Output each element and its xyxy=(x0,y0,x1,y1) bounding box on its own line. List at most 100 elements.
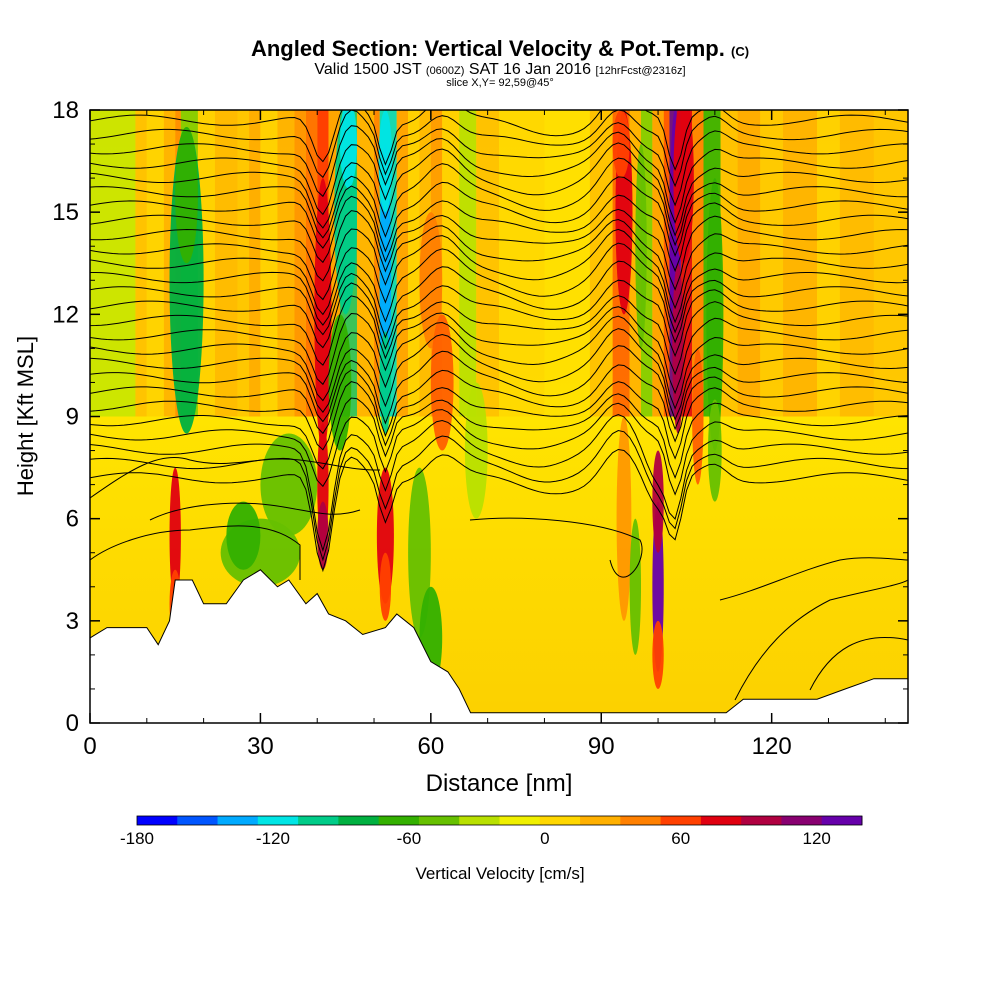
theta-contour-line xyxy=(90,131,908,224)
theta-contour-line xyxy=(90,525,301,580)
colorbar-swatch xyxy=(459,816,500,825)
chart-title-units: (C) xyxy=(731,44,750,59)
theta-contour-line xyxy=(90,414,908,553)
theta-contour-line xyxy=(90,393,908,479)
colorbar-swatch xyxy=(378,816,420,825)
velocity-cell xyxy=(616,416,632,621)
upper-velocity-band xyxy=(589,110,613,417)
chart-title-main: Angled Section: Vertical Velocity & Pot.… xyxy=(250,36,725,61)
upper-velocity-band xyxy=(408,110,420,417)
theta-contour-line xyxy=(90,456,381,499)
x-axis-label: Distance [nm] xyxy=(426,770,573,797)
upper-velocity-band xyxy=(146,110,164,417)
velocity-cell xyxy=(692,348,704,485)
colorbar-swatch xyxy=(418,816,460,825)
upper-velocity-band xyxy=(641,110,653,417)
velocity-cell xyxy=(317,501,329,570)
theta-contour-line xyxy=(90,122,908,207)
y-tick-label: 9 xyxy=(66,404,79,431)
upper-velocity-band xyxy=(652,110,664,417)
theta-contour-line xyxy=(90,157,908,247)
colorbar-swatch xyxy=(177,816,219,825)
colorbar-swatch xyxy=(660,816,702,825)
colorbar-swatch xyxy=(580,816,621,825)
upper-velocity-band xyxy=(214,110,238,417)
theta-contour-line xyxy=(90,402,908,496)
theta-contour-line xyxy=(469,517,643,578)
velocity-cell xyxy=(652,620,664,689)
y-tick-label: 0 xyxy=(66,710,79,737)
colorbar-swatch xyxy=(137,816,178,825)
colorbar-tick-label: -60 xyxy=(397,829,422,848)
upper-velocity-band xyxy=(260,110,278,417)
velocity-cell xyxy=(226,501,261,570)
colorbar-swatch xyxy=(620,816,662,825)
theta-contour-line xyxy=(90,429,908,562)
theta-contour-line xyxy=(734,579,908,701)
valid-date: SAT 16 Jan 2016 xyxy=(468,61,592,78)
colorbar-swatch xyxy=(741,816,782,825)
upper-velocity-band xyxy=(163,110,176,417)
theta-contour-line xyxy=(90,176,908,257)
colorbar-swatch xyxy=(781,816,823,825)
y-axis-label: Height [Kft MSL] xyxy=(13,336,38,496)
upper-velocity-band xyxy=(396,110,409,417)
upper-velocity-band xyxy=(249,110,261,417)
velocity-cell xyxy=(175,127,198,264)
theta-contour-line xyxy=(90,306,908,395)
y-tick-label: 15 xyxy=(52,199,79,226)
theta-contour-line xyxy=(90,260,908,344)
theta-contour-line xyxy=(90,279,908,358)
colorbar-frame xyxy=(136,815,863,826)
valid-time: Valid 1500 JST xyxy=(314,61,422,78)
theta-contour-line xyxy=(90,228,908,324)
theta-contour-line xyxy=(809,636,908,691)
upper-velocity-band xyxy=(328,110,340,417)
upper-velocity-band xyxy=(839,110,874,417)
theta-contour-line xyxy=(90,295,908,376)
colorbar-swatch xyxy=(539,816,581,825)
chart-subtitle: Valid 1500 JST (0600Z) SAT 16 Jan 2016 [… xyxy=(0,61,1000,79)
colorbar-tick-label: -180 xyxy=(120,829,154,848)
colorbar-tick-label: 0 xyxy=(540,829,549,848)
upper-velocity-band xyxy=(737,110,761,417)
axes: 0 30 60 90 120 0 3 6 9 12 15 18 xyxy=(52,97,908,760)
velocity-cell xyxy=(464,382,488,519)
theta-contour-line xyxy=(90,364,908,443)
velocity-cell xyxy=(629,518,642,655)
slice-info: slice X,Y= 92,59@45° xyxy=(446,77,554,89)
x-tick-label: 30 xyxy=(247,733,274,760)
velocity-cell xyxy=(708,399,722,502)
theta-contour-line xyxy=(90,242,908,334)
upper-velocity-band xyxy=(374,110,380,417)
terrain xyxy=(90,569,908,723)
velocity-cell xyxy=(328,314,352,451)
velocity-cell xyxy=(419,212,443,349)
colorbar-swatch xyxy=(217,816,259,825)
theta-contours xyxy=(90,110,908,701)
terrain-fill xyxy=(90,569,908,723)
upper-velocity-band xyxy=(629,110,642,417)
x-tick-label: 60 xyxy=(417,733,444,760)
utc-time: (0600Z) xyxy=(425,65,465,77)
colorbar-swatch xyxy=(700,816,742,825)
upper-velocity-band xyxy=(873,110,908,417)
y-tick-label: 3 xyxy=(66,608,79,635)
upper-velocity-band xyxy=(135,110,147,417)
upper-velocity-band xyxy=(783,110,818,417)
theta-contour-line xyxy=(90,194,908,273)
x-tick-label: 120 xyxy=(752,733,792,760)
upper-velocity-band xyxy=(760,110,784,417)
chart-title: Angled Section: Vertical Velocity & Pot.… xyxy=(0,36,1000,62)
theta-contour-line xyxy=(90,448,908,573)
colorbar-swatch xyxy=(499,816,541,825)
colorbar-tick-label: -120 xyxy=(256,829,290,848)
upper-velocity-band xyxy=(356,110,375,417)
colorbar: -180 -120 -60 0 60 120 xyxy=(120,815,863,848)
theta-contour-line xyxy=(90,345,908,431)
forecast-info: [12hrFcst@2316z] xyxy=(595,65,686,77)
colorbar-tick-label: 120 xyxy=(803,829,831,848)
velocity-cell xyxy=(379,552,392,621)
colorbar-swatch xyxy=(257,816,299,825)
